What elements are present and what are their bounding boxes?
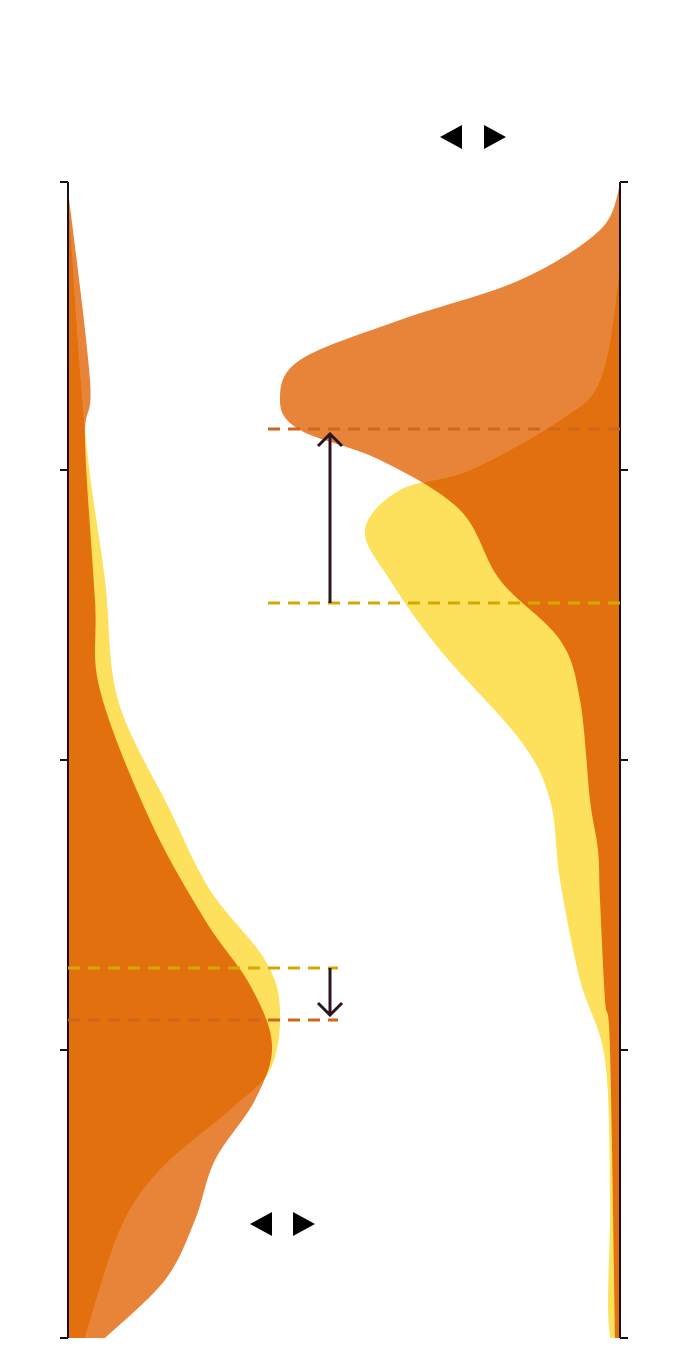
arrow-head [316,1001,344,1018]
next-button[interactable] [484,125,506,149]
prev-button[interactable] [440,125,462,149]
prev-button[interactable] [250,1212,272,1236]
arrow-head [316,431,344,448]
density-overlap [68,190,273,1338]
overlay [60,181,628,1339]
next-button[interactable] [293,1212,315,1236]
density-overlap [364,185,620,1338]
density-areas [68,185,621,1338]
